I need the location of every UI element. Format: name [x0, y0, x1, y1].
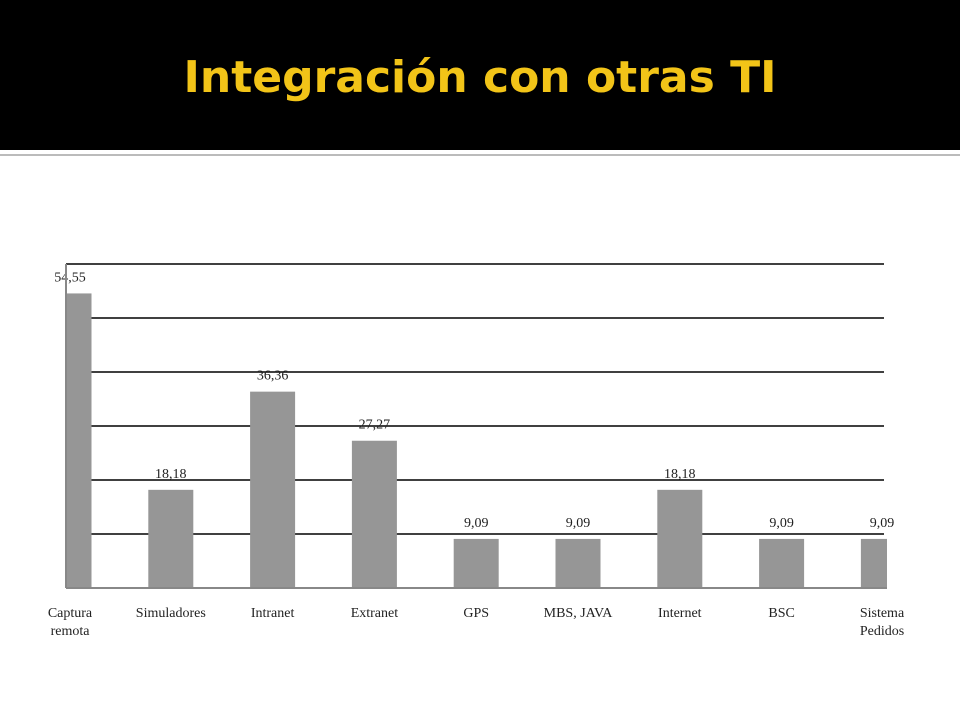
value-label: 54,55	[54, 270, 86, 285]
x-tick-label: Simuladores	[136, 606, 206, 621]
value-label: 36,36	[257, 369, 289, 384]
x-tick-label: Extranet	[351, 606, 399, 621]
plot	[66, 263, 887, 588]
labels: 54,55 Captura remota 18,18 Simuladores 36,36 I…	[48, 264, 905, 639]
x-tick-label: remota	[51, 624, 91, 639]
x-tick-label: Internet	[658, 606, 702, 621]
bar	[351, 440, 397, 588]
value-label: 9,09	[769, 516, 794, 531]
x-tick-label: Intranet	[251, 606, 295, 621]
x-tick-label: MBS, JAVA	[544, 606, 614, 621]
bar	[453, 538, 499, 588]
title-band	[0, 0, 960, 150]
value-label: 27,27	[359, 418, 391, 433]
value-label: 18,18	[664, 467, 696, 482]
x-tick-label: Pedidos	[860, 624, 904, 639]
bar	[555, 538, 601, 588]
bar	[759, 538, 805, 588]
x-tick-label: Captura	[48, 606, 93, 621]
bar	[657, 489, 703, 588]
bar	[250, 391, 296, 588]
x-tick-label: BSC	[768, 606, 794, 621]
value-label: 18,18	[155, 467, 187, 482]
chart-title: Integración con otras TI	[184, 52, 777, 103]
bar	[66, 293, 92, 588]
bar	[860, 538, 887, 588]
value-label: 9,09	[464, 516, 489, 531]
value-label: 9,09	[870, 516, 895, 531]
bar	[148, 489, 194, 588]
x-tick-label: GPS	[463, 606, 489, 621]
x-tick-label: Sistema	[860, 606, 905, 621]
value-label: 9,09	[566, 516, 591, 531]
